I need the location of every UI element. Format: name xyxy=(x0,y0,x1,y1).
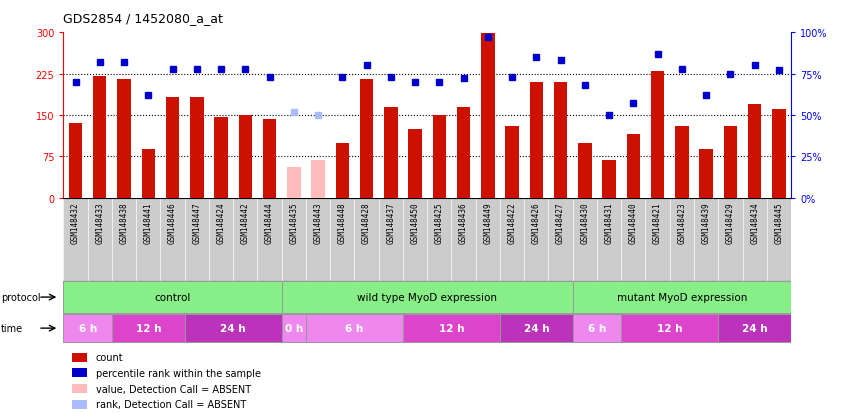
Bar xyxy=(621,314,718,342)
Text: time: time xyxy=(1,323,23,333)
Bar xyxy=(700,150,713,198)
Bar xyxy=(141,150,155,198)
Bar xyxy=(93,77,107,198)
Bar xyxy=(457,107,470,198)
Text: 12 h: 12 h xyxy=(439,323,464,333)
Text: mutant MyoD expression: mutant MyoD expression xyxy=(617,292,747,302)
Bar xyxy=(239,116,252,198)
Bar xyxy=(602,161,616,198)
Bar xyxy=(112,314,184,342)
Text: GSM148443: GSM148443 xyxy=(314,202,322,244)
Bar xyxy=(530,83,543,198)
Text: GSM148435: GSM148435 xyxy=(289,202,299,244)
Bar xyxy=(336,143,349,198)
Bar xyxy=(360,80,373,198)
Text: 12 h: 12 h xyxy=(657,323,683,333)
Bar xyxy=(184,314,282,342)
Text: GSM148449: GSM148449 xyxy=(483,202,492,244)
Text: 24 h: 24 h xyxy=(524,323,549,333)
Text: GSM148425: GSM148425 xyxy=(435,202,444,244)
Text: GSM148436: GSM148436 xyxy=(459,202,468,244)
Bar xyxy=(63,282,282,313)
Bar xyxy=(311,161,325,198)
Text: 6 h: 6 h xyxy=(79,323,96,333)
Bar xyxy=(500,314,573,342)
Bar xyxy=(282,282,573,313)
Text: GSM148446: GSM148446 xyxy=(168,202,177,244)
Text: 24 h: 24 h xyxy=(221,323,246,333)
Text: GSM148447: GSM148447 xyxy=(192,202,201,244)
Text: GSM148439: GSM148439 xyxy=(701,202,711,244)
Bar xyxy=(718,314,791,342)
Text: 6 h: 6 h xyxy=(345,323,364,333)
Bar xyxy=(263,120,277,198)
Bar xyxy=(748,104,761,198)
Text: GSM148445: GSM148445 xyxy=(774,202,783,244)
Text: GSM148437: GSM148437 xyxy=(387,202,395,244)
Bar xyxy=(675,127,689,198)
Text: protocol: protocol xyxy=(1,292,41,302)
Bar xyxy=(282,314,306,342)
Text: GSM148431: GSM148431 xyxy=(605,202,613,244)
Text: value, Detection Call = ABSENT: value, Detection Call = ABSENT xyxy=(96,384,250,394)
Bar xyxy=(723,127,737,198)
Bar xyxy=(554,83,568,198)
Bar xyxy=(384,107,398,198)
Text: GSM148434: GSM148434 xyxy=(750,202,759,244)
Bar xyxy=(403,314,500,342)
Bar xyxy=(214,117,228,198)
Bar xyxy=(481,34,495,198)
Text: GSM148430: GSM148430 xyxy=(580,202,590,244)
Text: rank, Detection Call = ABSENT: rank, Detection Call = ABSENT xyxy=(96,399,246,409)
Text: percentile rank within the sample: percentile rank within the sample xyxy=(96,368,261,378)
Text: GDS2854 / 1452080_a_at: GDS2854 / 1452080_a_at xyxy=(63,12,223,25)
Bar xyxy=(409,129,422,198)
Text: GSM148448: GSM148448 xyxy=(338,202,347,244)
Text: 24 h: 24 h xyxy=(742,323,767,333)
Text: count: count xyxy=(96,352,124,362)
Bar xyxy=(627,135,640,198)
Bar xyxy=(573,314,621,342)
Text: GSM148422: GSM148422 xyxy=(508,202,517,244)
Text: GSM148444: GSM148444 xyxy=(265,202,274,244)
Bar xyxy=(69,124,82,198)
Text: GSM148440: GSM148440 xyxy=(629,202,638,244)
Text: GSM148429: GSM148429 xyxy=(726,202,735,244)
Bar xyxy=(190,97,204,198)
Text: GSM148423: GSM148423 xyxy=(678,202,686,244)
Bar xyxy=(432,116,446,198)
Text: 0 h: 0 h xyxy=(285,323,303,333)
Text: GSM148442: GSM148442 xyxy=(241,202,250,244)
Bar xyxy=(63,314,112,342)
Text: GSM148450: GSM148450 xyxy=(410,202,420,244)
Bar xyxy=(306,314,403,342)
Bar xyxy=(118,80,131,198)
Text: 12 h: 12 h xyxy=(135,323,161,333)
Text: GSM148424: GSM148424 xyxy=(217,202,226,244)
Text: GSM148432: GSM148432 xyxy=(71,202,80,244)
Text: GSM148421: GSM148421 xyxy=(653,202,662,244)
Bar xyxy=(505,127,519,198)
Text: GSM148441: GSM148441 xyxy=(144,202,153,244)
Text: wild type MyoD expression: wild type MyoD expression xyxy=(357,292,497,302)
Text: control: control xyxy=(155,292,190,302)
Bar xyxy=(573,282,791,313)
Text: GSM148433: GSM148433 xyxy=(96,202,104,244)
Bar xyxy=(772,110,786,198)
Bar xyxy=(166,97,179,198)
Text: GSM148438: GSM148438 xyxy=(119,202,129,244)
Bar xyxy=(578,143,591,198)
Bar xyxy=(287,168,300,198)
Text: 6 h: 6 h xyxy=(588,323,606,333)
Bar xyxy=(651,71,664,198)
Text: GSM148427: GSM148427 xyxy=(556,202,565,244)
Text: GSM148428: GSM148428 xyxy=(362,202,371,244)
Text: GSM148426: GSM148426 xyxy=(532,202,541,244)
